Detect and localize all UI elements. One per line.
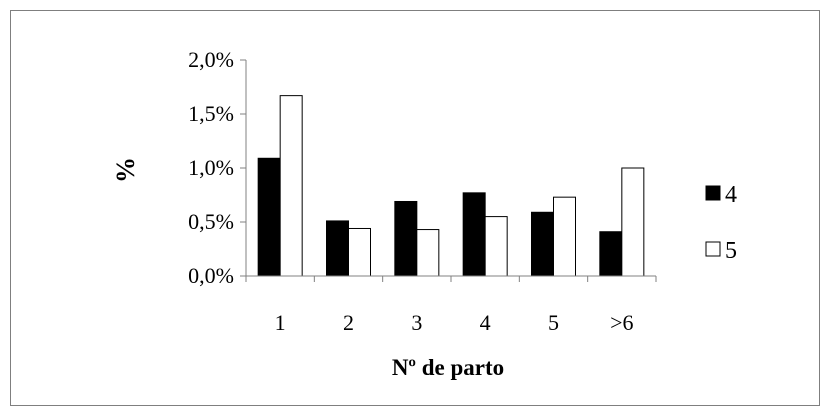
y-tick-label: 1,0% bbox=[188, 155, 234, 180]
x-tick-label: >6 bbox=[610, 310, 633, 335]
y-tick-label: 2,0% bbox=[188, 47, 234, 72]
legend-label: 5 bbox=[725, 238, 737, 264]
legend-label: 4 bbox=[725, 182, 737, 208]
bar-series-5 bbox=[484, 216, 508, 277]
x-tick-label: 4 bbox=[480, 310, 491, 335]
bar-series-5 bbox=[279, 95, 303, 277]
y-tick-label: 1,5% bbox=[188, 101, 234, 126]
x-tick-label: 3 bbox=[411, 310, 422, 335]
bar-series-4 bbox=[257, 157, 281, 277]
x-tick-label: 1 bbox=[275, 310, 286, 335]
bar-series-4 bbox=[599, 231, 623, 277]
x-tick-label: 2 bbox=[343, 310, 354, 335]
bar-series-4 bbox=[531, 211, 554, 277]
legend: 45 bbox=[705, 182, 737, 264]
y-axis-ticks: 0,0% 0,5% 1,0% 1,5% 2,0% bbox=[188, 47, 246, 288]
y-axis-title: % bbox=[111, 157, 140, 183]
bar-series-5 bbox=[553, 196, 576, 277]
x-axis-ticks: 1 2 3 4 5 >6 bbox=[245, 276, 657, 335]
legend-swatch-5 bbox=[705, 241, 721, 257]
bar-series-4 bbox=[326, 220, 349, 277]
bar-series-4 bbox=[394, 200, 418, 277]
bars bbox=[257, 95, 645, 277]
x-tick-label: 5 bbox=[548, 310, 559, 335]
bar-series-5 bbox=[416, 229, 440, 277]
axes bbox=[245, 60, 656, 277]
y-tick-label: 0,5% bbox=[188, 209, 234, 234]
legend-swatch-4 bbox=[705, 185, 721, 201]
x-axis-title: Nº de parto bbox=[392, 355, 504, 380]
y-tick-label: 0,0% bbox=[188, 263, 234, 288]
bar-series-5 bbox=[621, 167, 645, 277]
bar-series-5 bbox=[348, 227, 371, 277]
bar-series-4 bbox=[462, 192, 486, 277]
